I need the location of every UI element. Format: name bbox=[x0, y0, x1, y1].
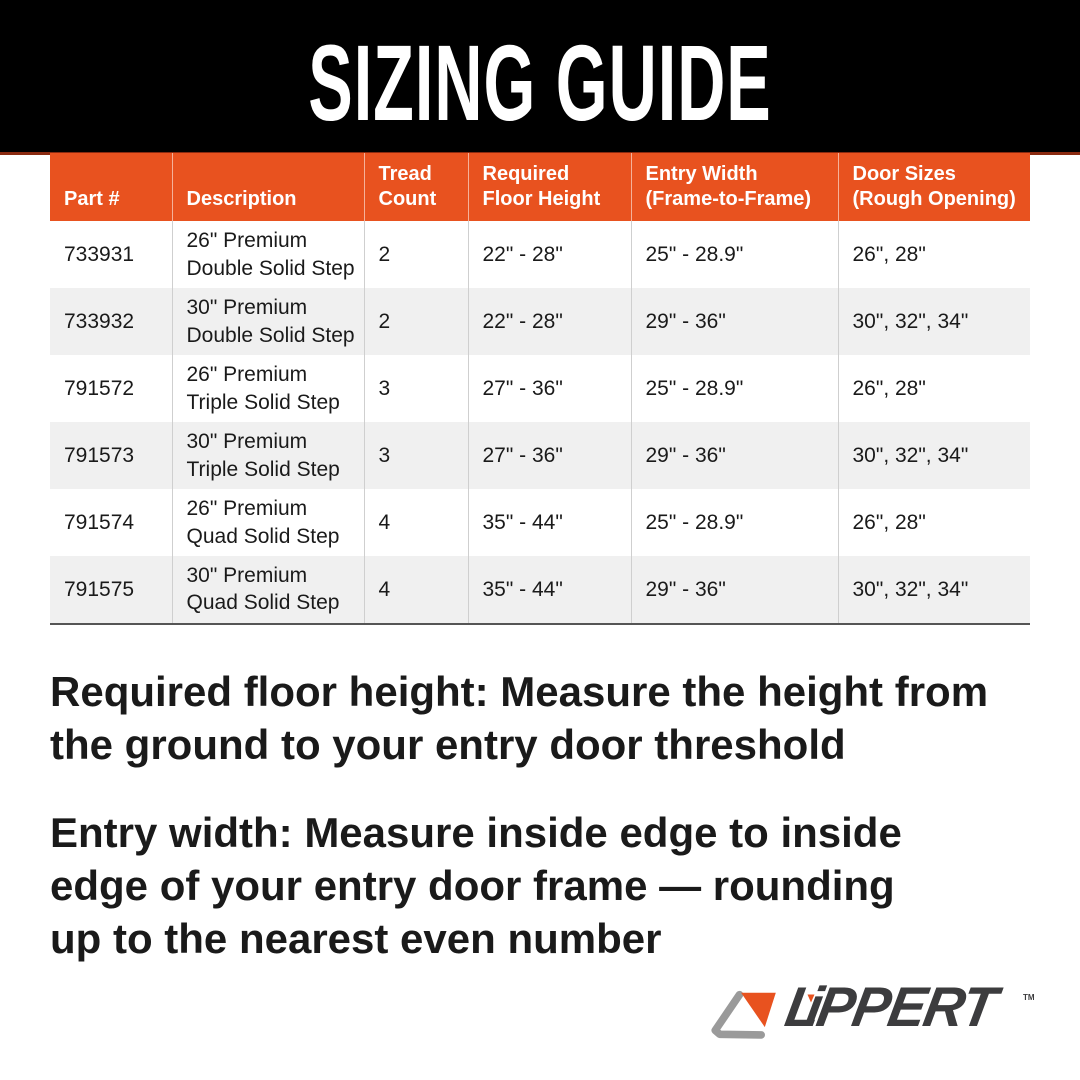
svg-text:TM: TM bbox=[1023, 993, 1035, 1002]
svg-text:PPERT: PPERT bbox=[812, 975, 1006, 1038]
